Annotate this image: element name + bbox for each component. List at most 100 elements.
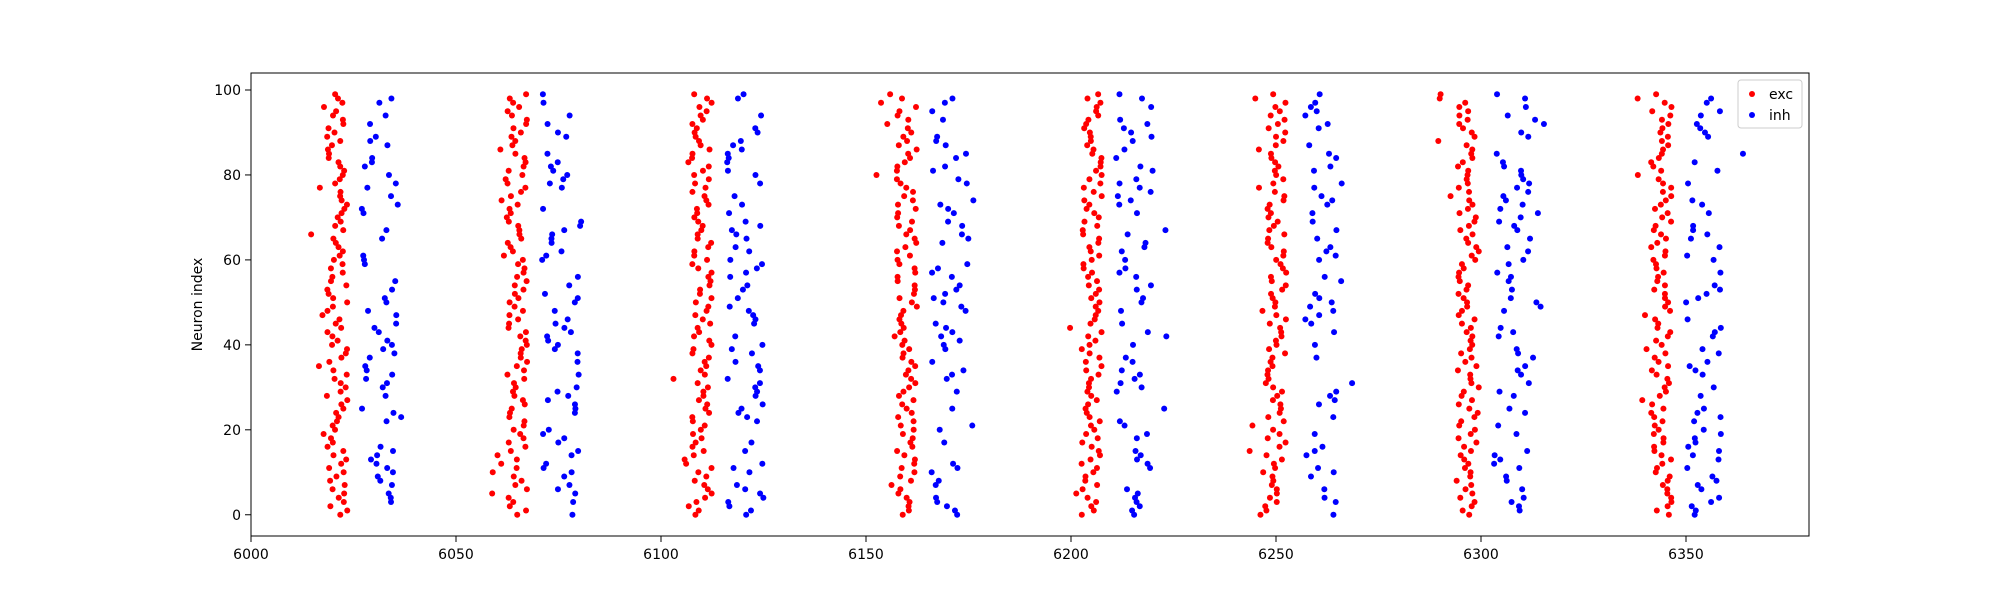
inh-spike-point bbox=[1685, 180, 1692, 187]
exc-spike-point bbox=[506, 299, 513, 306]
exc-spike-point bbox=[1662, 197, 1669, 204]
exc-spike-point bbox=[1266, 201, 1273, 208]
exc-spike-point bbox=[1634, 95, 1641, 102]
exc-spike-point bbox=[908, 129, 915, 136]
exc-spike-point bbox=[519, 307, 526, 314]
exc-spike-point bbox=[897, 329, 904, 336]
exc-spike-point bbox=[343, 456, 350, 463]
inh-spike-point bbox=[541, 290, 548, 297]
inh-spike-point bbox=[962, 150, 969, 157]
exc-spike-point bbox=[504, 239, 511, 246]
inh-spike-point bbox=[1517, 214, 1524, 221]
exc-spike-point bbox=[523, 507, 530, 514]
exc-spike-point bbox=[519, 397, 526, 404]
exc-spike-point bbox=[1277, 324, 1284, 331]
inh-spike-point bbox=[1519, 201, 1526, 208]
exc-spike-point bbox=[1651, 443, 1658, 450]
inh-spike-point bbox=[1491, 460, 1498, 467]
inh-spike-point bbox=[1524, 448, 1531, 455]
exc-spike-point bbox=[1666, 473, 1673, 480]
exc-spike-point bbox=[910, 188, 917, 195]
exc-spike-point bbox=[518, 346, 525, 353]
exc-spike-point bbox=[897, 422, 904, 429]
exc-spike-point bbox=[1472, 214, 1479, 221]
exc-spike-point bbox=[691, 333, 698, 340]
exc-spike-point bbox=[1667, 307, 1674, 314]
exc-spike-point bbox=[509, 388, 516, 395]
exc-spike-point bbox=[1276, 431, 1283, 438]
exc-spike-point bbox=[1660, 146, 1667, 153]
inh-spike-point bbox=[1314, 235, 1321, 242]
exc-spike-point bbox=[1090, 188, 1097, 195]
exc-spike-point bbox=[692, 312, 699, 319]
exc-spike-point bbox=[894, 448, 901, 455]
inh-spike-point bbox=[1527, 235, 1534, 242]
legend-label-inh: inh bbox=[1769, 108, 1791, 124]
inh-spike-point bbox=[949, 329, 956, 336]
exc-spike-point bbox=[326, 358, 333, 365]
exc-spike-point bbox=[503, 214, 510, 221]
inh-spike-point bbox=[945, 205, 952, 212]
inh-spike-point bbox=[1704, 358, 1711, 365]
exc-spike-point bbox=[1664, 375, 1671, 382]
exc-spike-point bbox=[1096, 286, 1103, 293]
exc-spike-point bbox=[1648, 367, 1655, 374]
x-tick-label: 6000 bbox=[233, 547, 269, 563]
exc-spike-point bbox=[1086, 129, 1093, 136]
exc-spike-point bbox=[327, 435, 334, 442]
exc-spike-point bbox=[702, 184, 709, 191]
exc-spike-point bbox=[1466, 197, 1473, 204]
exc-spike-point bbox=[1668, 103, 1675, 110]
exc-spike-point bbox=[689, 150, 696, 157]
inh-spike-point bbox=[1319, 443, 1326, 450]
exc-spike-point bbox=[906, 346, 913, 353]
inh-spike-point bbox=[1699, 371, 1706, 378]
inh-spike-point bbox=[1333, 227, 1340, 234]
exc-spike-point bbox=[1282, 282, 1289, 289]
inh-spike-point bbox=[544, 397, 551, 404]
inh-spike-point bbox=[377, 443, 384, 450]
exc-spike-point bbox=[1460, 295, 1467, 302]
inh-spike-point bbox=[1136, 371, 1143, 378]
inh-spike-point bbox=[1147, 282, 1154, 289]
inh-spike-point bbox=[1703, 290, 1710, 297]
inh-spike-point bbox=[383, 380, 390, 387]
exc-spike-point bbox=[505, 439, 512, 446]
inh-spike-point bbox=[1506, 405, 1513, 412]
inh-spike-point bbox=[389, 371, 396, 378]
inh-spike-point bbox=[935, 477, 942, 484]
exc-spike-point bbox=[343, 201, 350, 208]
inh-spike-point bbox=[573, 384, 580, 391]
inh-spike-point bbox=[963, 180, 970, 187]
exc-spike-point bbox=[1468, 252, 1475, 259]
inh-spike-point bbox=[943, 375, 950, 382]
inh-spike-point bbox=[1137, 163, 1144, 170]
exc-spike-point bbox=[670, 375, 677, 382]
inh-spike-point bbox=[366, 354, 373, 361]
exc-spike-point bbox=[899, 95, 906, 102]
exc-spike-point bbox=[1658, 341, 1665, 348]
exc-spike-point bbox=[1658, 116, 1665, 123]
exc-spike-point bbox=[901, 159, 908, 166]
exc-spike-point bbox=[324, 443, 331, 450]
inh-spike-point bbox=[1526, 180, 1533, 187]
inh-spike-point bbox=[940, 299, 947, 306]
exc-spike-point bbox=[1473, 363, 1480, 370]
exc-spike-point bbox=[1660, 439, 1667, 446]
inh-spike-point bbox=[358, 205, 365, 212]
inh-spike-point bbox=[1116, 180, 1123, 187]
exc-spike-point bbox=[517, 333, 524, 340]
exc-spike-point bbox=[1274, 392, 1281, 399]
exc-spike-point bbox=[519, 256, 526, 263]
exc-spike-point bbox=[504, 371, 511, 378]
exc-spike-point bbox=[341, 482, 348, 489]
inh-spike-point bbox=[943, 503, 950, 510]
inh-spike-point bbox=[1510, 392, 1517, 399]
exc-spike-point bbox=[1458, 261, 1465, 268]
exc-spike-point bbox=[1653, 337, 1660, 344]
exc-spike-point bbox=[707, 320, 714, 327]
exc-spike-point bbox=[1459, 159, 1466, 166]
exc-spike-point bbox=[708, 99, 715, 106]
exc-spike-point bbox=[703, 108, 710, 115]
exc-spike-point bbox=[701, 482, 708, 489]
